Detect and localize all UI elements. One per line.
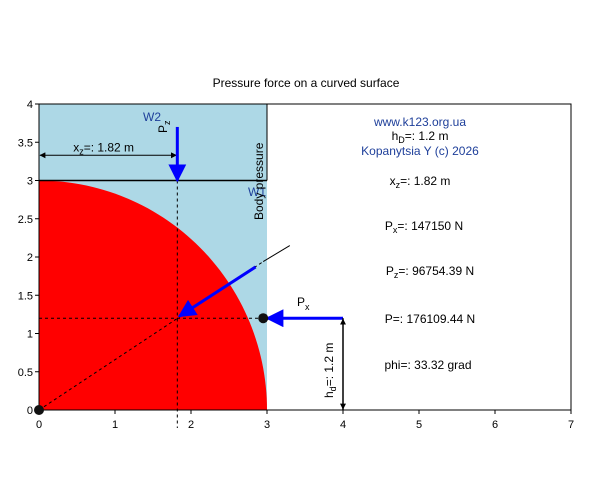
y-tick-label: 3.5	[18, 137, 33, 149]
xz-info-label: xz=: 1.82 m	[390, 174, 451, 190]
w1-label: W1	[248, 185, 266, 199]
p-info-label: P=: 176109.44 N	[385, 312, 475, 326]
y-tick-label: 2.5	[18, 214, 33, 226]
px-arrow-label: Px	[297, 295, 310, 312]
x-tick-label: 1	[112, 419, 118, 431]
body-pressure-label: Body pressure	[252, 142, 266, 220]
y-tick-label: 3	[27, 176, 33, 188]
x-tick-label: 7	[568, 419, 574, 431]
pz-info-label: Pz=: 96754.39 N	[386, 264, 474, 280]
x-axis: 0 1 2 3 4 5 6 7	[36, 410, 574, 431]
author-label: Kopanytsia Y (c) 2026	[361, 144, 479, 158]
hd-dimension-label: hd=: 1.2 m	[322, 343, 338, 398]
y-tick-label: 2	[27, 252, 33, 264]
chart-title: Pressure force on a curved surface	[213, 76, 400, 90]
curved-body	[39, 180, 267, 410]
pz-arrow-label: Pz	[156, 120, 172, 133]
y-tick-label: 1.5	[18, 290, 33, 302]
resultant-force-arrow	[177, 265, 257, 318]
px-info-label: Px=: 147150 N	[385, 219, 463, 235]
phi-info-label: phi=: 33.32 grad	[384, 358, 471, 372]
x-tick-label: 0	[36, 419, 42, 431]
x-tick-label: 3	[264, 419, 270, 431]
hd-info-label: hD=: 1.2 m	[392, 129, 449, 145]
x-tick-label: 5	[416, 419, 422, 431]
y-axis: 0 0.5 1 1.5 2 2.5 3 3.5 4	[18, 99, 39, 417]
site-label: www.k123.org.ua	[373, 115, 466, 129]
x-tick-label: 6	[492, 419, 498, 431]
origin-point	[34, 405, 44, 415]
w2-label: W2	[143, 110, 161, 124]
center-of-pressure-point	[258, 313, 269, 324]
y-tick-label: 0.5	[18, 367, 33, 379]
y-tick-label: 4	[27, 99, 33, 111]
x-tick-label: 2	[188, 419, 194, 431]
resultant-line-extension	[262, 245, 291, 263]
y-tick-label: 0	[27, 405, 33, 417]
xz-dimension-label: xz=: 1.82 m	[73, 140, 134, 156]
y-tick-label: 1	[27, 329, 33, 341]
x-tick-label: 4	[340, 419, 346, 431]
